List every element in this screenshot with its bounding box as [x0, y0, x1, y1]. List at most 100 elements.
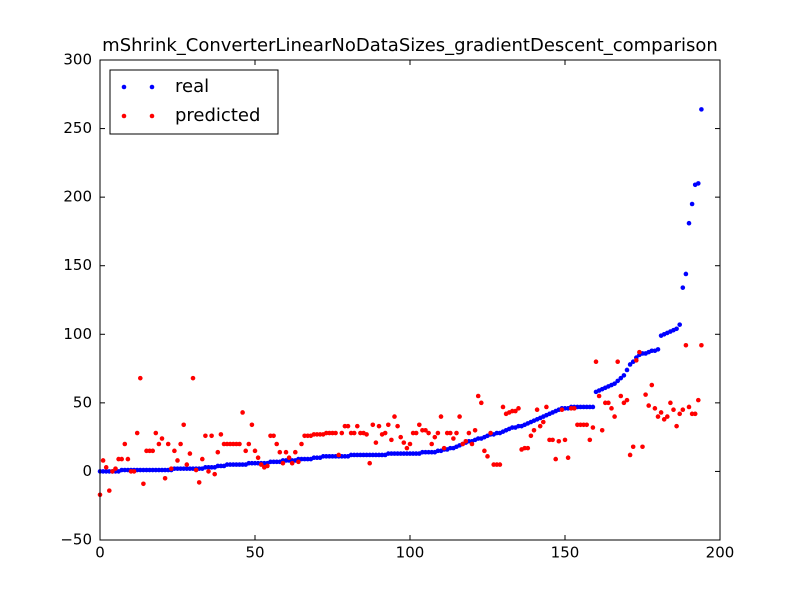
point	[655, 347, 661, 352]
point	[674, 423, 679, 429]
point	[200, 456, 205, 462]
y-tick-label: 150	[63, 256, 92, 274]
point	[621, 400, 627, 406]
point	[373, 440, 379, 445]
point	[686, 404, 692, 410]
point	[677, 411, 682, 417]
y-tick-label: 50	[73, 393, 92, 411]
point	[252, 448, 258, 454]
point	[599, 427, 605, 433]
point	[534, 407, 540, 413]
point	[692, 411, 698, 417]
point	[258, 462, 264, 467]
point	[345, 423, 351, 429]
point	[627, 362, 633, 367]
point	[646, 403, 651, 408]
point	[683, 342, 689, 348]
point	[165, 441, 171, 447]
legend-marker	[121, 84, 127, 90]
point	[615, 378, 620, 384]
point	[181, 422, 186, 428]
point	[398, 434, 404, 440]
point	[696, 181, 701, 186]
point	[528, 433, 534, 439]
point	[429, 441, 435, 447]
point	[407, 441, 413, 447]
point	[553, 456, 558, 462]
point	[249, 422, 255, 428]
point	[680, 407, 686, 413]
point	[156, 441, 162, 447]
y-tick-label: −50	[60, 531, 92, 549]
point	[475, 393, 481, 399]
point	[469, 441, 475, 447]
point	[615, 359, 620, 365]
point	[382, 430, 388, 436]
point	[178, 441, 183, 447]
point	[215, 449, 221, 455]
point	[184, 462, 190, 467]
point	[584, 422, 589, 428]
point	[466, 430, 472, 436]
point	[169, 466, 174, 471]
point	[658, 410, 664, 415]
point	[413, 430, 419, 436]
point	[296, 459, 301, 465]
x-tick-label: 0	[95, 544, 105, 562]
point	[255, 455, 261, 461]
legend-marker	[149, 84, 155, 90]
point	[299, 441, 304, 447]
x-tick-label: 100	[396, 544, 425, 562]
point	[634, 358, 639, 363]
point	[187, 451, 193, 456]
legend-label: real	[175, 76, 209, 97]
point	[590, 404, 596, 410]
point	[150, 448, 155, 454]
point	[516, 406, 521, 411]
point	[339, 430, 345, 436]
point	[500, 404, 506, 410]
point	[460, 441, 466, 447]
point	[280, 460, 286, 466]
point	[668, 400, 673, 406]
point	[138, 375, 143, 381]
point	[454, 430, 459, 436]
point	[172, 448, 177, 454]
point	[293, 449, 298, 455]
point	[193, 467, 199, 473]
x-tick-label: 200	[706, 544, 735, 562]
point	[175, 458, 180, 463]
point	[612, 381, 617, 386]
point	[531, 427, 537, 433]
point	[274, 441, 280, 447]
point	[689, 201, 695, 207]
point	[113, 466, 118, 471]
point	[451, 436, 456, 441]
point	[643, 392, 648, 397]
plot-frame	[99, 59, 721, 541]
point	[565, 455, 571, 461]
point	[336, 452, 342, 458]
point	[441, 445, 447, 451]
point	[572, 406, 577, 411]
point	[562, 437, 568, 443]
point	[432, 434, 438, 440]
y-tick-label: 300	[63, 51, 92, 69]
point	[355, 423, 360, 429]
point	[212, 471, 217, 477]
point	[401, 440, 407, 445]
point	[271, 433, 276, 439]
point	[627, 452, 633, 458]
point	[277, 449, 283, 455]
point	[218, 432, 224, 437]
point	[612, 414, 617, 419]
legend-label: predicted	[175, 105, 260, 126]
point	[107, 488, 112, 493]
point	[482, 448, 487, 454]
point	[404, 445, 410, 451]
point	[652, 406, 658, 411]
point	[376, 423, 382, 429]
point	[386, 422, 391, 428]
point	[637, 349, 642, 355]
point	[596, 393, 602, 399]
